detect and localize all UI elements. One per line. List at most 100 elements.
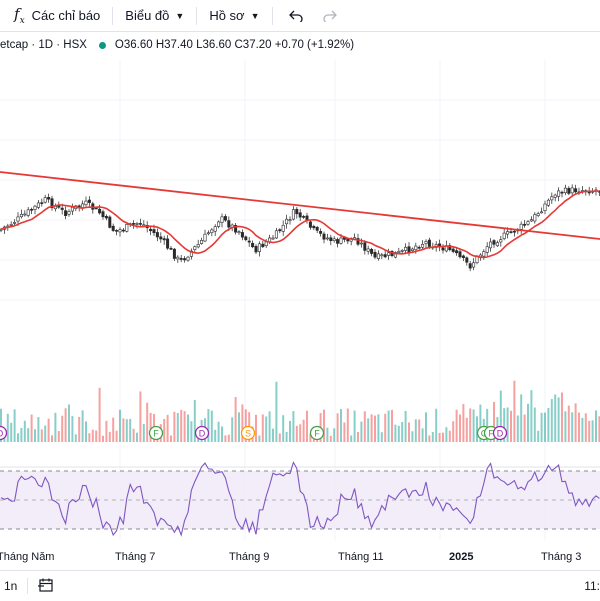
volume-bar xyxy=(20,427,23,442)
volume-bar xyxy=(142,423,145,442)
candle-body xyxy=(397,251,401,253)
range-1y-button[interactable]: 1n xyxy=(4,579,18,593)
volume-bar xyxy=(268,411,271,442)
chevron-down-icon: ▼ xyxy=(175,10,185,21)
volume-bar xyxy=(139,391,142,442)
volume-bar xyxy=(71,416,74,442)
trendline[interactable] xyxy=(0,171,600,240)
candle-body xyxy=(213,226,217,232)
event-marker[interactable]: F xyxy=(309,425,325,441)
candle-body xyxy=(247,240,251,243)
candle-body xyxy=(87,199,91,203)
volume-bar xyxy=(17,433,19,442)
volume-bar xyxy=(353,410,356,442)
volume-bar xyxy=(44,425,47,442)
candle-body xyxy=(427,239,431,247)
candle-body xyxy=(298,212,302,218)
candle-body xyxy=(264,241,268,247)
volume-bar xyxy=(224,435,227,442)
volume-bar xyxy=(51,435,53,442)
event-marker[interactable]: F xyxy=(148,425,164,441)
candle-body xyxy=(417,246,421,249)
chevron-down-icon: ▼ xyxy=(250,10,260,21)
volume-bar xyxy=(302,419,305,442)
candle-body xyxy=(540,211,544,214)
event-marker[interactable]: D xyxy=(0,425,8,441)
volume-bar xyxy=(57,431,60,442)
candle-body xyxy=(271,237,275,240)
candle-body xyxy=(543,203,547,211)
indicators-label: Các chỉ báo xyxy=(31,8,101,23)
volume-bar xyxy=(163,418,166,442)
ohlc-values: O36.60 H37.40 L36.60 C37.20 +0.70 (+1.92… xyxy=(114,39,355,51)
candle-body xyxy=(50,198,54,209)
bottom-toolbar: 1n 11: xyxy=(0,570,600,601)
redo-button[interactable] xyxy=(313,0,347,31)
time-axis-label: Tháng 3 xyxy=(541,551,581,563)
volume-bar xyxy=(37,417,40,442)
time-axis-label: Tháng Năm xyxy=(0,551,54,563)
candle-body xyxy=(257,243,261,252)
volume-bar xyxy=(221,426,223,442)
candle-body xyxy=(458,251,462,258)
go-to-date-button[interactable] xyxy=(38,577,54,596)
volume-bar xyxy=(214,429,217,442)
candle-body xyxy=(186,256,190,261)
candle-body xyxy=(448,245,452,251)
volume-bar xyxy=(442,432,444,442)
candle-body xyxy=(455,250,459,254)
svg-text:F: F xyxy=(488,429,494,439)
volume-bar xyxy=(23,420,26,442)
candle-body xyxy=(407,246,411,253)
candle-body xyxy=(125,224,129,232)
candle-body xyxy=(288,219,292,221)
candle-body xyxy=(118,229,122,233)
moving-average-line xyxy=(0,190,600,259)
event-marker[interactable]: D xyxy=(492,425,508,441)
volume-bar xyxy=(578,412,580,442)
profile-button[interactable]: Hồ sơ ▼ xyxy=(203,0,265,31)
volume-bar xyxy=(81,410,84,442)
volume-bar xyxy=(346,408,349,442)
volume-bar xyxy=(95,430,98,442)
candle-body xyxy=(465,257,469,263)
volume-bar xyxy=(275,381,278,442)
candle-body xyxy=(461,255,465,259)
candle-body xyxy=(550,196,554,201)
time-axis: Tháng Năm Tháng 7 Tháng 9 Tháng 11 2025 Tháng… xyxy=(0,551,581,563)
volume-bar xyxy=(285,431,288,442)
volume-bar xyxy=(68,404,70,442)
redo-icon xyxy=(322,10,337,22)
candle-body xyxy=(506,231,510,235)
candle-body xyxy=(217,221,221,227)
volume-bar xyxy=(282,415,285,442)
event-marker[interactable]: D xyxy=(194,425,210,441)
volume-bar xyxy=(557,397,560,442)
time-axis-label: 2025 xyxy=(449,551,473,563)
candle-body xyxy=(472,262,476,268)
volume-bar xyxy=(170,435,172,442)
candle-body xyxy=(380,254,384,257)
calendar-icon xyxy=(38,578,53,592)
candle-body xyxy=(84,200,88,206)
undo-button[interactable] xyxy=(279,0,313,31)
candle-body xyxy=(509,231,513,233)
symbol-title[interactable]: etcap · 1D · HSX xyxy=(0,39,87,51)
candle-body xyxy=(302,216,306,218)
time-axis-label: Tháng 7 xyxy=(115,551,155,563)
indicators-button[interactable]: fx Các chỉ báo xyxy=(0,0,106,31)
volume-bar xyxy=(149,412,152,442)
candle-body xyxy=(16,216,20,222)
volume-bar xyxy=(387,410,390,442)
candle-body xyxy=(546,199,550,206)
volume-bar xyxy=(98,387,101,442)
candle-body xyxy=(101,211,105,218)
volume-bar xyxy=(340,409,342,442)
toolbar-divider xyxy=(112,6,114,25)
candle-body xyxy=(251,242,255,248)
chart-templates-button[interactable]: Biểu đồ ▼ xyxy=(119,0,190,31)
event-marker[interactable]: S xyxy=(240,425,256,441)
candle-body xyxy=(376,253,380,259)
volume-bar xyxy=(85,421,87,442)
